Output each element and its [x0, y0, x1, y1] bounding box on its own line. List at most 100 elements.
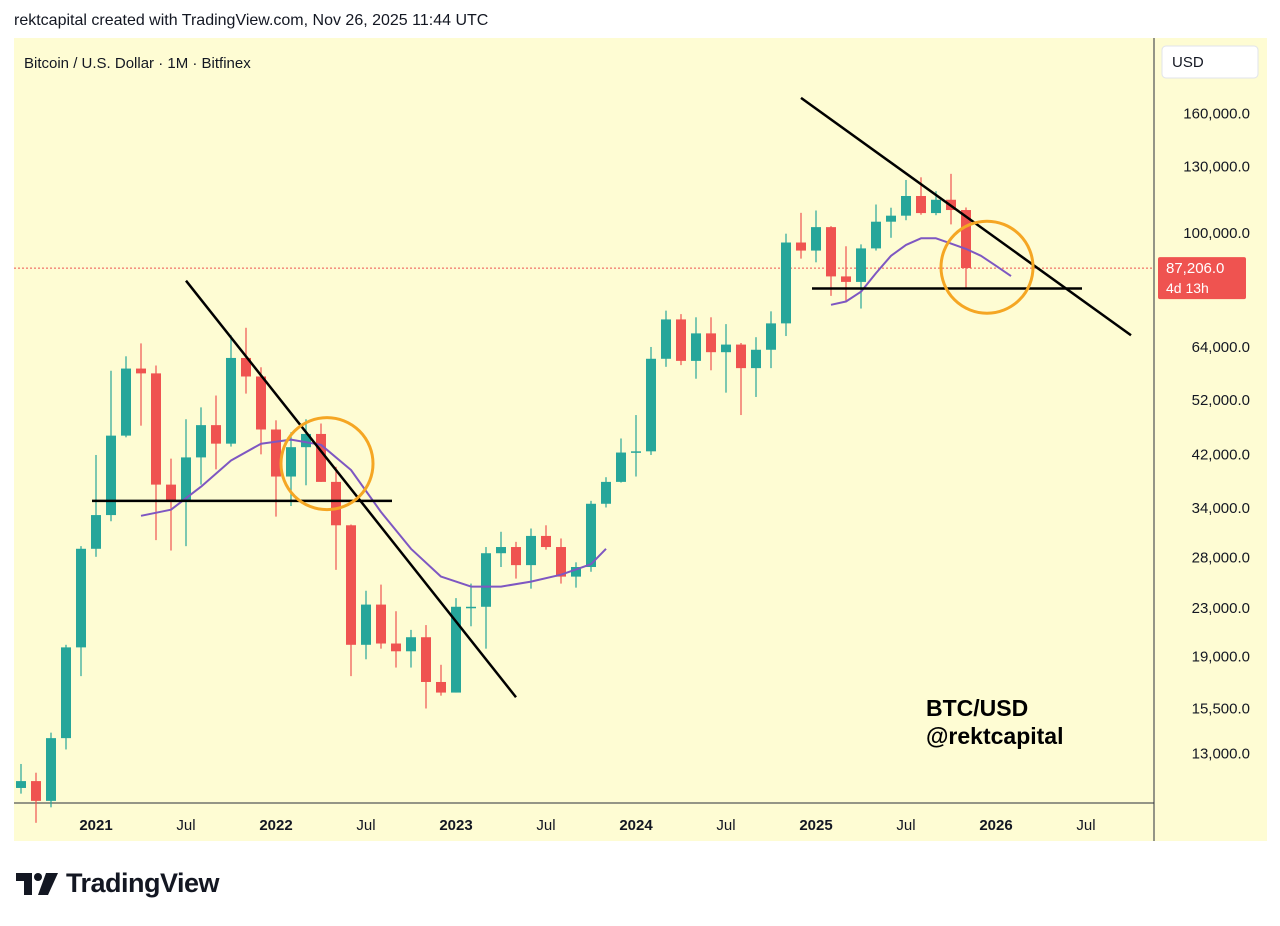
- candle-body: [16, 781, 26, 788]
- price-tick-label: 64,000.0: [1192, 339, 1250, 356]
- tradingview-logo[interactable]: TradingView: [16, 868, 220, 899]
- price-tick-label: 52,000.0: [1192, 392, 1250, 409]
- price-tick-label: 160,000.0: [1183, 105, 1250, 122]
- candle-body: [916, 195, 926, 214]
- ma-line: [140, 438, 607, 588]
- candle-body: [871, 221, 881, 249]
- candle-body: [781, 242, 791, 324]
- watermark-author: @rektcapital: [926, 723, 1063, 749]
- chart-credit: rektcapital created with TradingView.com…: [14, 12, 489, 29]
- drawing-annotations: [92, 96, 1132, 699]
- candle-body: [556, 547, 566, 577]
- candle-body: [136, 368, 146, 374]
- candle-body: [271, 429, 281, 477]
- candle-body: [421, 637, 431, 682]
- candle-body: [46, 738, 56, 801]
- candle-body: [496, 547, 506, 554]
- time-tick-label: Jul: [716, 817, 735, 834]
- candle-body: [181, 457, 191, 501]
- time-tick-label: Jul: [176, 817, 195, 834]
- candle-body: [61, 647, 71, 739]
- candle-body: [376, 604, 386, 644]
- price-tick-label: 19,000.0: [1192, 649, 1250, 666]
- candle-body: [661, 319, 671, 359]
- tradingview-logo-text: TradingView: [66, 868, 220, 898]
- candle-body: [166, 484, 176, 501]
- candle-body: [481, 553, 491, 607]
- candle-body: [436, 681, 446, 693]
- candle-body: [361, 604, 371, 645]
- last-price-badge: 87,206.0 4d 13h: [1158, 257, 1246, 300]
- candlestick-series: [16, 173, 971, 823]
- tradingview-logo-icon: [16, 872, 58, 895]
- chart-title: Bitcoin / U.S. Dollar · 1M · Bitfinex: [24, 55, 251, 72]
- currency-selector[interactable]: USD: [1161, 45, 1259, 79]
- candle-body: [646, 358, 656, 452]
- time-tick-label: 2026: [979, 817, 1012, 834]
- candle-body: [301, 433, 311, 448]
- candle-body: [196, 425, 206, 458]
- candle-body: [691, 333, 701, 361]
- candle-body: [601, 481, 611, 504]
- candle-body: [31, 781, 41, 801]
- candle-body: [886, 215, 896, 222]
- candle-body: [316, 433, 326, 482]
- time-tick-label: 2024: [619, 817, 653, 834]
- price-tick-label: 130,000.0: [1183, 158, 1250, 175]
- candle-body: [406, 637, 416, 652]
- descending-trendline: [800, 96, 1132, 337]
- time-tick-label: Jul: [356, 817, 375, 834]
- bar-countdown: 4d 13h: [1166, 280, 1209, 296]
- price-tick-label: 15,500.0: [1192, 701, 1250, 718]
- candle-body: [811, 227, 821, 251]
- candle-body: [676, 319, 686, 361]
- time-tick-label: 2022: [259, 817, 292, 834]
- price-tick-label: 28,000.0: [1192, 550, 1250, 567]
- candle-body: [796, 242, 806, 251]
- highlight-circle: [939, 219, 1035, 315]
- candle-body: [706, 333, 716, 353]
- candle-body: [286, 447, 296, 477]
- candle-body: [901, 195, 911, 216]
- candle-body: [256, 376, 266, 430]
- candle-body: [631, 451, 641, 453]
- time-tick-label: Jul: [896, 817, 915, 834]
- price-tick-label: 23,000.0: [1192, 600, 1250, 617]
- time-axis-background: [14, 803, 1154, 841]
- candle-body: [511, 547, 521, 566]
- plot-background: [14, 38, 1154, 803]
- moving-average-series: [140, 237, 1012, 588]
- currency-label: USD: [1172, 54, 1204, 71]
- candle-body: [841, 276, 851, 282]
- highlight-circle: [279, 416, 375, 512]
- candle-body: [616, 452, 626, 482]
- candle-body: [121, 368, 131, 436]
- time-tick-label: 2025: [799, 817, 832, 834]
- time-tick-label: 2021: [79, 817, 112, 834]
- candle-body: [961, 210, 971, 269]
- candle-body: [571, 567, 581, 577]
- candle-body: [856, 248, 866, 282]
- time-tick-label: Jul: [1076, 817, 1095, 834]
- candle-body: [931, 199, 941, 214]
- candle-body: [241, 357, 251, 377]
- candle-body: [346, 525, 356, 645]
- candle-body: [151, 373, 161, 485]
- candle-body: [721, 344, 731, 353]
- candle-body: [751, 349, 761, 369]
- candle-body: [91, 515, 101, 549]
- candle-body: [586, 503, 596, 568]
- candle-body: [451, 606, 461, 693]
- candle-body: [76, 548, 86, 648]
- time-tick-label: 2023: [439, 817, 472, 834]
- time-tick-label: Jul: [536, 817, 555, 834]
- price-tick-label: 42,000.0: [1192, 446, 1250, 463]
- price-tick-label: 34,000.0: [1192, 500, 1250, 517]
- descending-trendline: [185, 279, 517, 699]
- candle-body: [541, 535, 551, 548]
- candle-body: [331, 481, 341, 526]
- candle-body: [466, 606, 476, 609]
- candle-body: [736, 344, 746, 369]
- watermark-symbol: BTC/USD: [926, 695, 1028, 721]
